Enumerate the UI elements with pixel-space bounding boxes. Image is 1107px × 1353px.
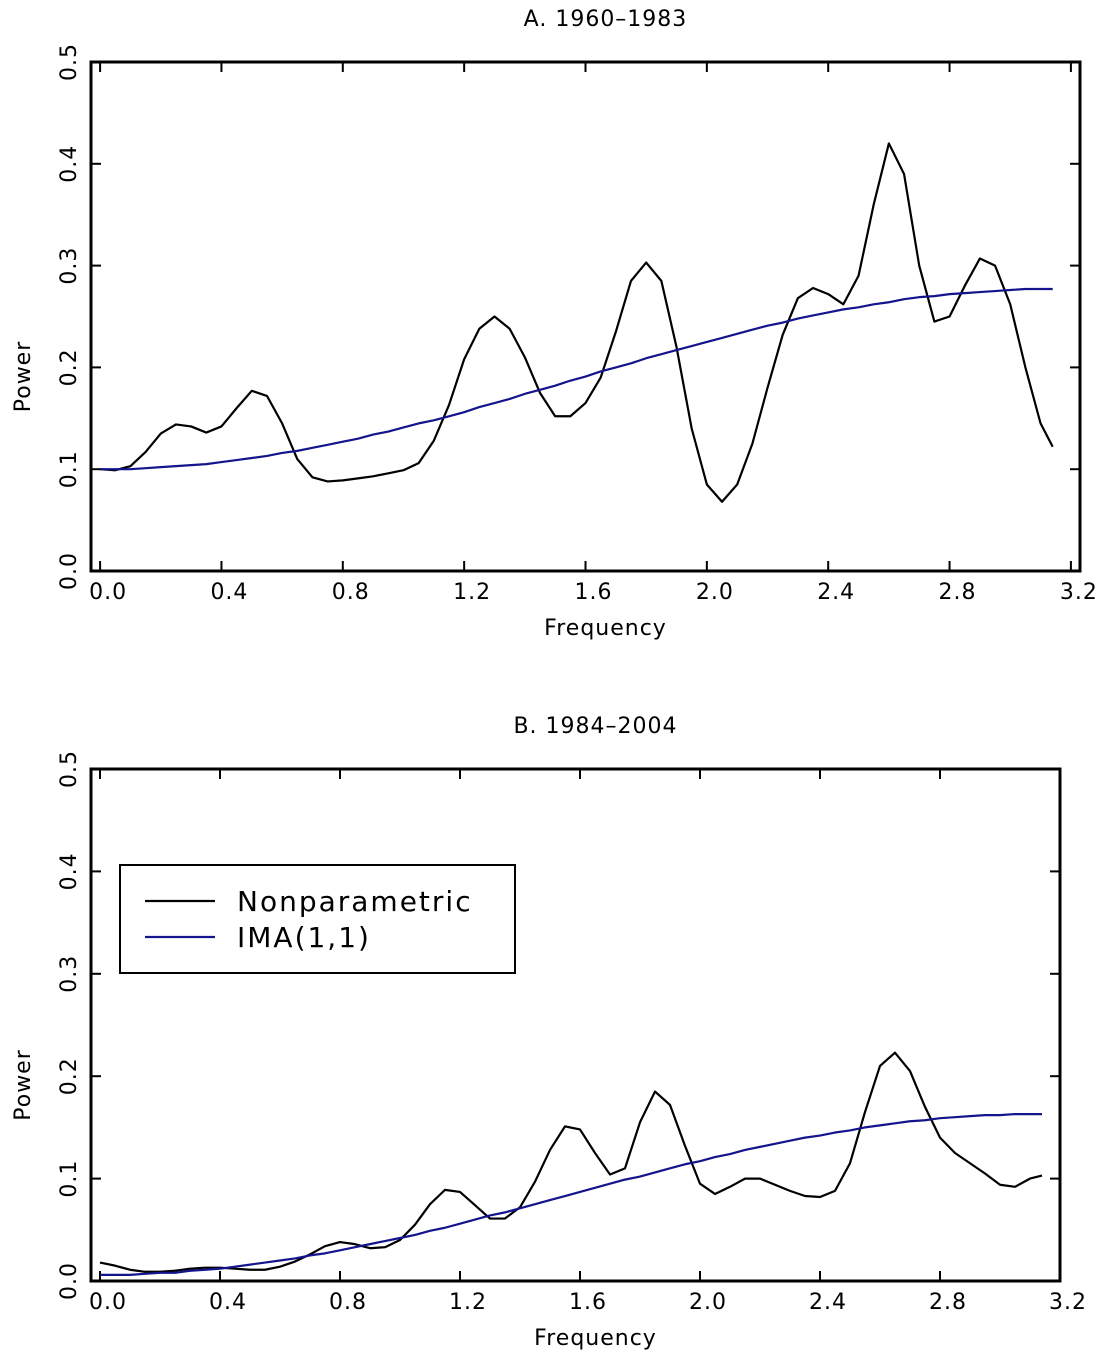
x-tick-label: 0.8: [332, 580, 370, 605]
y-axis-label: Power: [11, 341, 36, 413]
x-tick-label: 0.0: [89, 1290, 127, 1315]
chart-title: B. 1984–2004: [513, 714, 677, 739]
plot-frame: [89, 767, 1062, 1283]
x-tick-label: 1.6: [575, 580, 613, 605]
y-tick-label: 0.1: [57, 1160, 82, 1198]
y-tick-label: 0.3: [57, 955, 82, 993]
x-tick-label: 2.4: [809, 1290, 847, 1315]
chart-title: A. 1960–1983: [524, 7, 688, 32]
x-tick-label: 0.4: [209, 1290, 247, 1315]
series-line: [99, 1051, 1043, 1273]
y-tick-label: 0.2: [57, 1057, 82, 1095]
y-tick-label: 0.0: [57, 1262, 82, 1300]
x-tick-label: 0.4: [210, 580, 248, 605]
x-tick-label: 1.6: [569, 1290, 607, 1315]
x-tick-label: 1.2: [453, 580, 491, 605]
x-tick-label: 3.2: [1060, 580, 1098, 605]
y-axis-label: Power: [11, 1049, 36, 1121]
legend-label: Nonparametric: [237, 885, 473, 918]
x-tick-label: 2.8: [929, 1290, 967, 1315]
legend-label: IMA(1,1): [237, 921, 371, 954]
series-line: [100, 1112, 1042, 1276]
legend-box: [119, 864, 516, 974]
plot-frame: [89, 60, 1082, 573]
series-line: [100, 287, 1053, 471]
series-line: [100, 142, 1054, 503]
y-tick-label: 0.4: [57, 852, 82, 890]
x-tick-label: 2.0: [689, 1290, 727, 1315]
x-axis-label: Frequency: [534, 1326, 657, 1351]
x-tick-label: 2.8: [939, 580, 977, 605]
x-tick-label: 2.0: [696, 580, 734, 605]
y-tick-label: 0.3: [57, 247, 82, 285]
x-tick-label: 2.4: [817, 580, 855, 605]
y-tick-label: 0.2: [57, 348, 82, 386]
x-tick-label: 0.0: [89, 580, 127, 605]
x-tick-label: 0.8: [329, 1290, 367, 1315]
x-tick-label: 3.2: [1049, 1290, 1087, 1315]
x-axis-label: Frequency: [544, 616, 667, 641]
y-tick-label: 0.5: [57, 43, 82, 81]
y-tick-label: 0.1: [57, 450, 82, 488]
y-tick-label: 0.0: [57, 552, 82, 590]
x-tick-label: 1.2: [449, 1290, 487, 1315]
y-tick-label: 0.4: [57, 145, 82, 183]
y-tick-label: 0.5: [57, 750, 82, 788]
